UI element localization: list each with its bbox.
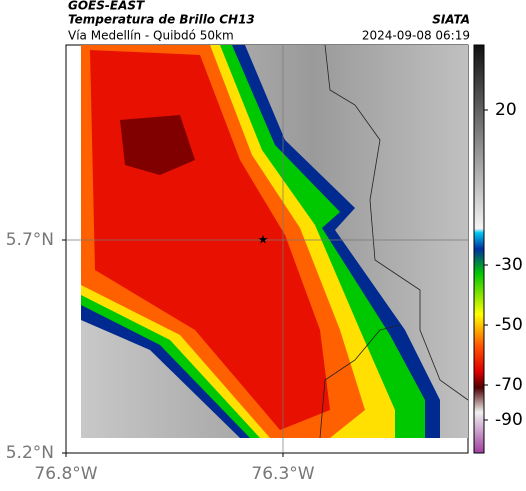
datetime: 2024-09-08 06:19 — [362, 29, 470, 43]
colorbar-label: -30 — [495, 255, 523, 275]
lat-tick-label: 5.2°N — [6, 443, 54, 463]
colorbar — [473, 44, 485, 454]
location: Vía Medellín - Quibdó 50km — [68, 29, 234, 43]
satellite: GOES-EAST — [68, 0, 145, 13]
location-marker: ★ — [258, 233, 269, 247]
colorbar-label: 20 — [495, 100, 517, 120]
source: SIATA — [432, 13, 470, 27]
colorbar-label: -90 — [495, 410, 523, 430]
colorbar-label: -50 — [495, 315, 523, 335]
satellite-image — [81, 44, 469, 439]
product: Temperatura de Brillo CH13 — [68, 13, 255, 27]
colorbar-label: -70 — [495, 375, 523, 395]
lon-tick-label: 76.3°W — [251, 464, 314, 484]
lat-tick-label: 5.7°N — [6, 230, 54, 250]
lon-tick-label: 76.8°W — [34, 464, 97, 484]
axis-ticks: 5.7°N 5.2°N76.8°W 76.3°W — [6, 230, 315, 484]
